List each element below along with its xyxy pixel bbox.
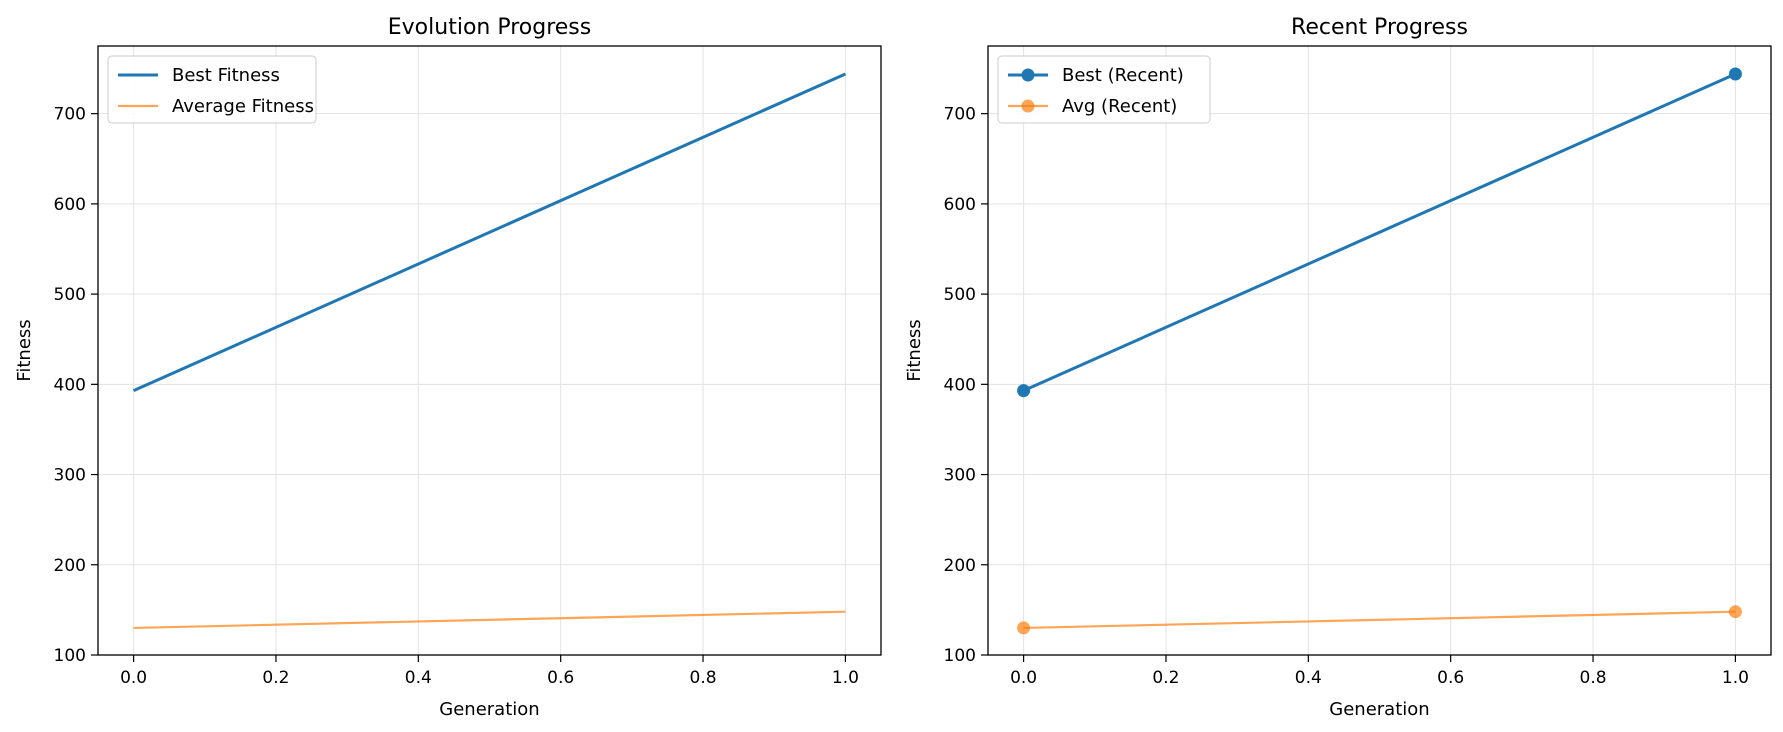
y-tick-label: 300	[54, 466, 86, 486]
x-tick-label: 0.6	[547, 668, 574, 688]
x-tick-label: 0.4	[1295, 668, 1322, 688]
y-tick-label: 100	[944, 646, 976, 666]
x-tick-label: 0.8	[1580, 668, 1607, 688]
y-tick-label: 500	[944, 285, 976, 305]
legend-label: Average Fitness	[172, 96, 314, 117]
y-tick-label: 300	[944, 466, 976, 486]
plot-frame	[97, 45, 882, 656]
plot-frame	[987, 45, 1772, 656]
legend: Best Fitness Average Fitness	[107, 55, 317, 124]
legend: Best (Recent) Avg (Recent)	[997, 55, 1211, 124]
y-axis-label: Fitness	[14, 319, 35, 381]
x-tick-label: 0.4	[405, 668, 432, 688]
series-line-0	[1022, 72, 1737, 393]
series-line-1	[1023, 610, 1736, 630]
x-tick-label: 1.0	[1722, 668, 1749, 688]
x-tick-label: 0.8	[690, 668, 717, 688]
y-tick-label: 200	[944, 556, 976, 576]
chart-recent-progress: 0.0 0.2 0.4 0.6 0.8 1.0 100 200 300 400 500 600 700 R…	[904, 15, 1772, 720]
y-tick-label: 600	[54, 195, 86, 215]
y-tick-label: 700	[944, 105, 976, 125]
legend-label: Best (Recent)	[1062, 65, 1184, 86]
x-tick-label: 1.0	[832, 668, 859, 688]
chart-title: Recent Progress	[1291, 15, 1468, 40]
data-point	[1728, 67, 1742, 81]
x-axis-label: Generation	[1329, 699, 1429, 720]
y-tick-label: 100	[54, 646, 86, 666]
y-tick-label: 500	[54, 285, 86, 305]
y-tick-label: 400	[944, 375, 976, 395]
legend-box	[997, 55, 1211, 124]
x-tick-label: 0.2	[1152, 668, 1179, 688]
x-tick-label: 0.2	[262, 668, 289, 688]
x-tick-label: 0.0	[1010, 668, 1037, 688]
legend-label: Best Fitness	[172, 65, 280, 86]
data-point	[1017, 384, 1031, 398]
data-point	[1728, 605, 1742, 619]
y-tick-label: 700	[54, 105, 86, 125]
legend-label: Avg (Recent)	[1062, 96, 1177, 117]
y-tick-label: 400	[54, 375, 86, 395]
x-tick-label: 0.0	[120, 668, 147, 688]
chart-title: Evolution Progress	[388, 15, 591, 40]
y-tick-label: 200	[54, 556, 86, 576]
series-line-0	[132, 72, 847, 393]
x-tick-label: 0.6	[1437, 668, 1464, 688]
legend-marker	[1021, 99, 1035, 113]
series-line-1	[133, 610, 846, 630]
legend-marker	[1021, 68, 1035, 82]
y-axis-label: Fitness	[904, 319, 925, 381]
x-axis-label: Generation	[439, 699, 539, 720]
data-point	[1017, 621, 1031, 635]
chart-evolution-progress: 0.0 0.2 0.4 0.6 0.8 1.0 100 200 300 400 500 600 700 E…	[14, 15, 882, 720]
legend-box	[107, 55, 317, 124]
y-tick-label: 600	[944, 195, 976, 215]
